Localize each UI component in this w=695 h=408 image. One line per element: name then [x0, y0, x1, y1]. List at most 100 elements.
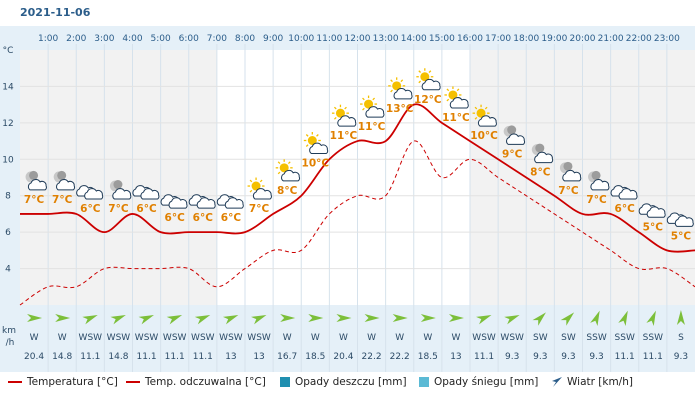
temperature-series-line — [20, 103, 695, 253]
sun-ray — [305, 134, 309, 137]
wind-direction: S — [678, 333, 684, 343]
cloudy-icon — [666, 212, 694, 227]
hour-tick-label: 17:00 — [485, 34, 511, 44]
y-tick-label: 6 — [5, 228, 11, 238]
sun-disc — [448, 90, 458, 100]
temperature-label: 6°C — [221, 212, 242, 224]
hour-tick-label: 6:00 — [179, 34, 199, 44]
sun-ray — [456, 88, 460, 92]
sun-disc — [307, 136, 317, 145]
cloud-shape — [196, 197, 216, 209]
cloudy-icon — [638, 203, 666, 218]
sun-ray — [316, 134, 319, 137]
sun-ray — [277, 171, 281, 175]
temperature-label: 10°C — [470, 130, 498, 142]
temperature-label: 10°C — [302, 158, 330, 170]
temperature-label: 13°C — [386, 103, 414, 115]
wind-speed: 18.5 — [305, 352, 325, 362]
cloudy-icon — [188, 194, 216, 209]
sun-disc — [335, 108, 345, 118]
sun-ray — [446, 98, 450, 102]
wind-arrow-icon — [82, 315, 98, 325]
cloud-shape — [309, 142, 329, 154]
wind-direction: W — [58, 333, 67, 343]
wind-direction: SW — [533, 333, 548, 343]
moon-shade — [507, 125, 517, 135]
wind-arrow-shape — [280, 314, 296, 322]
temperature-label: 7°C — [586, 194, 607, 206]
cloud-shape — [618, 188, 638, 200]
legend-temperature-swatch — [8, 381, 22, 383]
wind-arrow-shape — [138, 315, 154, 325]
hour-tick-label: 8:00 — [235, 34, 255, 44]
cloud-shape — [393, 87, 413, 100]
sun-ray — [277, 161, 281, 165]
cloud-shape — [421, 78, 441, 91]
wind-arrow-icon — [392, 314, 408, 322]
moon-shade — [535, 143, 545, 153]
wind-arrow-icon — [476, 315, 492, 325]
hour-tick-label: 10:00 — [288, 34, 314, 44]
wind-speed: 9.3 — [589, 352, 603, 362]
wind-speed: 22.2 — [390, 352, 410, 362]
legend-temperature: Temperatura [°C] — [8, 376, 118, 388]
sun-ray — [390, 79, 393, 83]
wind-arrow-icon — [194, 315, 211, 325]
wind-speed: 16.7 — [277, 352, 297, 362]
wind-arrow-icon — [364, 314, 380, 322]
cloud-shape — [674, 215, 694, 227]
wind-arrow-shape — [27, 314, 43, 322]
hour-tick-label: 18:00 — [513, 34, 539, 44]
temperature-label: 6°C — [615, 203, 636, 215]
sun-ray — [259, 179, 263, 183]
temperature-label: 11°C — [358, 121, 386, 133]
cloud-shape — [112, 188, 132, 200]
sun-disc — [279, 163, 289, 173]
wind-direction: WSW — [163, 333, 187, 343]
y-tick-label: 10 — [2, 155, 14, 165]
wind-direction: W — [311, 333, 320, 343]
night-band — [20, 50, 217, 305]
legend-snow-swatch — [419, 377, 429, 387]
night-cloudy-icon — [109, 180, 132, 200]
y-tick-label: 12 — [2, 119, 13, 129]
wind-arrow-icon — [618, 310, 628, 327]
wind-arrow-shape — [392, 314, 408, 322]
wind-speed: 11.1 — [137, 352, 157, 362]
moon-shade — [57, 170, 67, 180]
wind-speed: 13 — [253, 352, 264, 362]
y-tick-label: 8 — [5, 192, 11, 202]
sun-ray — [390, 89, 393, 93]
sun-ray — [249, 189, 253, 193]
wind-direction: SSW — [586, 333, 606, 343]
wind-speed: 11.1 — [474, 352, 494, 362]
forecast-date: 2021-11-06 — [20, 6, 91, 19]
sun-cloudy-icon — [247, 177, 272, 200]
cloud-shape — [506, 133, 526, 145]
wind-direction: WSW — [107, 333, 131, 343]
sun-ray — [333, 116, 337, 120]
cloud-shape — [84, 188, 104, 200]
sun-ray — [428, 70, 432, 73]
cloudy-icon — [610, 185, 638, 200]
legend-rain-swatch — [280, 377, 290, 387]
wind-arrow-shape — [532, 312, 546, 326]
legend-snow: Opady śniegu [mm] — [419, 376, 538, 388]
hour-tick-label: 5:00 — [151, 34, 171, 44]
wind-arrow-icon — [504, 315, 520, 325]
wind-speed: 9.3 — [561, 352, 575, 362]
hour-tick-label: 19:00 — [541, 34, 567, 44]
wind-speed: 11.1 — [165, 352, 185, 362]
night-cloudy-icon — [531, 143, 554, 164]
temperature-label: 7°C — [24, 194, 45, 206]
legend: Temperatura [°C] Temp. odczuwalna [°C] O… — [0, 372, 695, 396]
wind-speed: 14.8 — [108, 352, 128, 362]
wind-speed: 18.5 — [418, 352, 438, 362]
wind-speed: 9.3 — [533, 352, 547, 362]
wind-arrow-shape — [448, 314, 464, 322]
chart-svg: 7°C 7°C6°C 7°C 6°C6°C 6°C 6°C7°C8°C10°C11°C11… — [0, 26, 695, 372]
wind-arrow-icon — [676, 310, 685, 325]
cloud-shape — [534, 151, 554, 164]
wind-direction: W — [423, 333, 432, 343]
wind-arrow-icon — [448, 314, 464, 322]
